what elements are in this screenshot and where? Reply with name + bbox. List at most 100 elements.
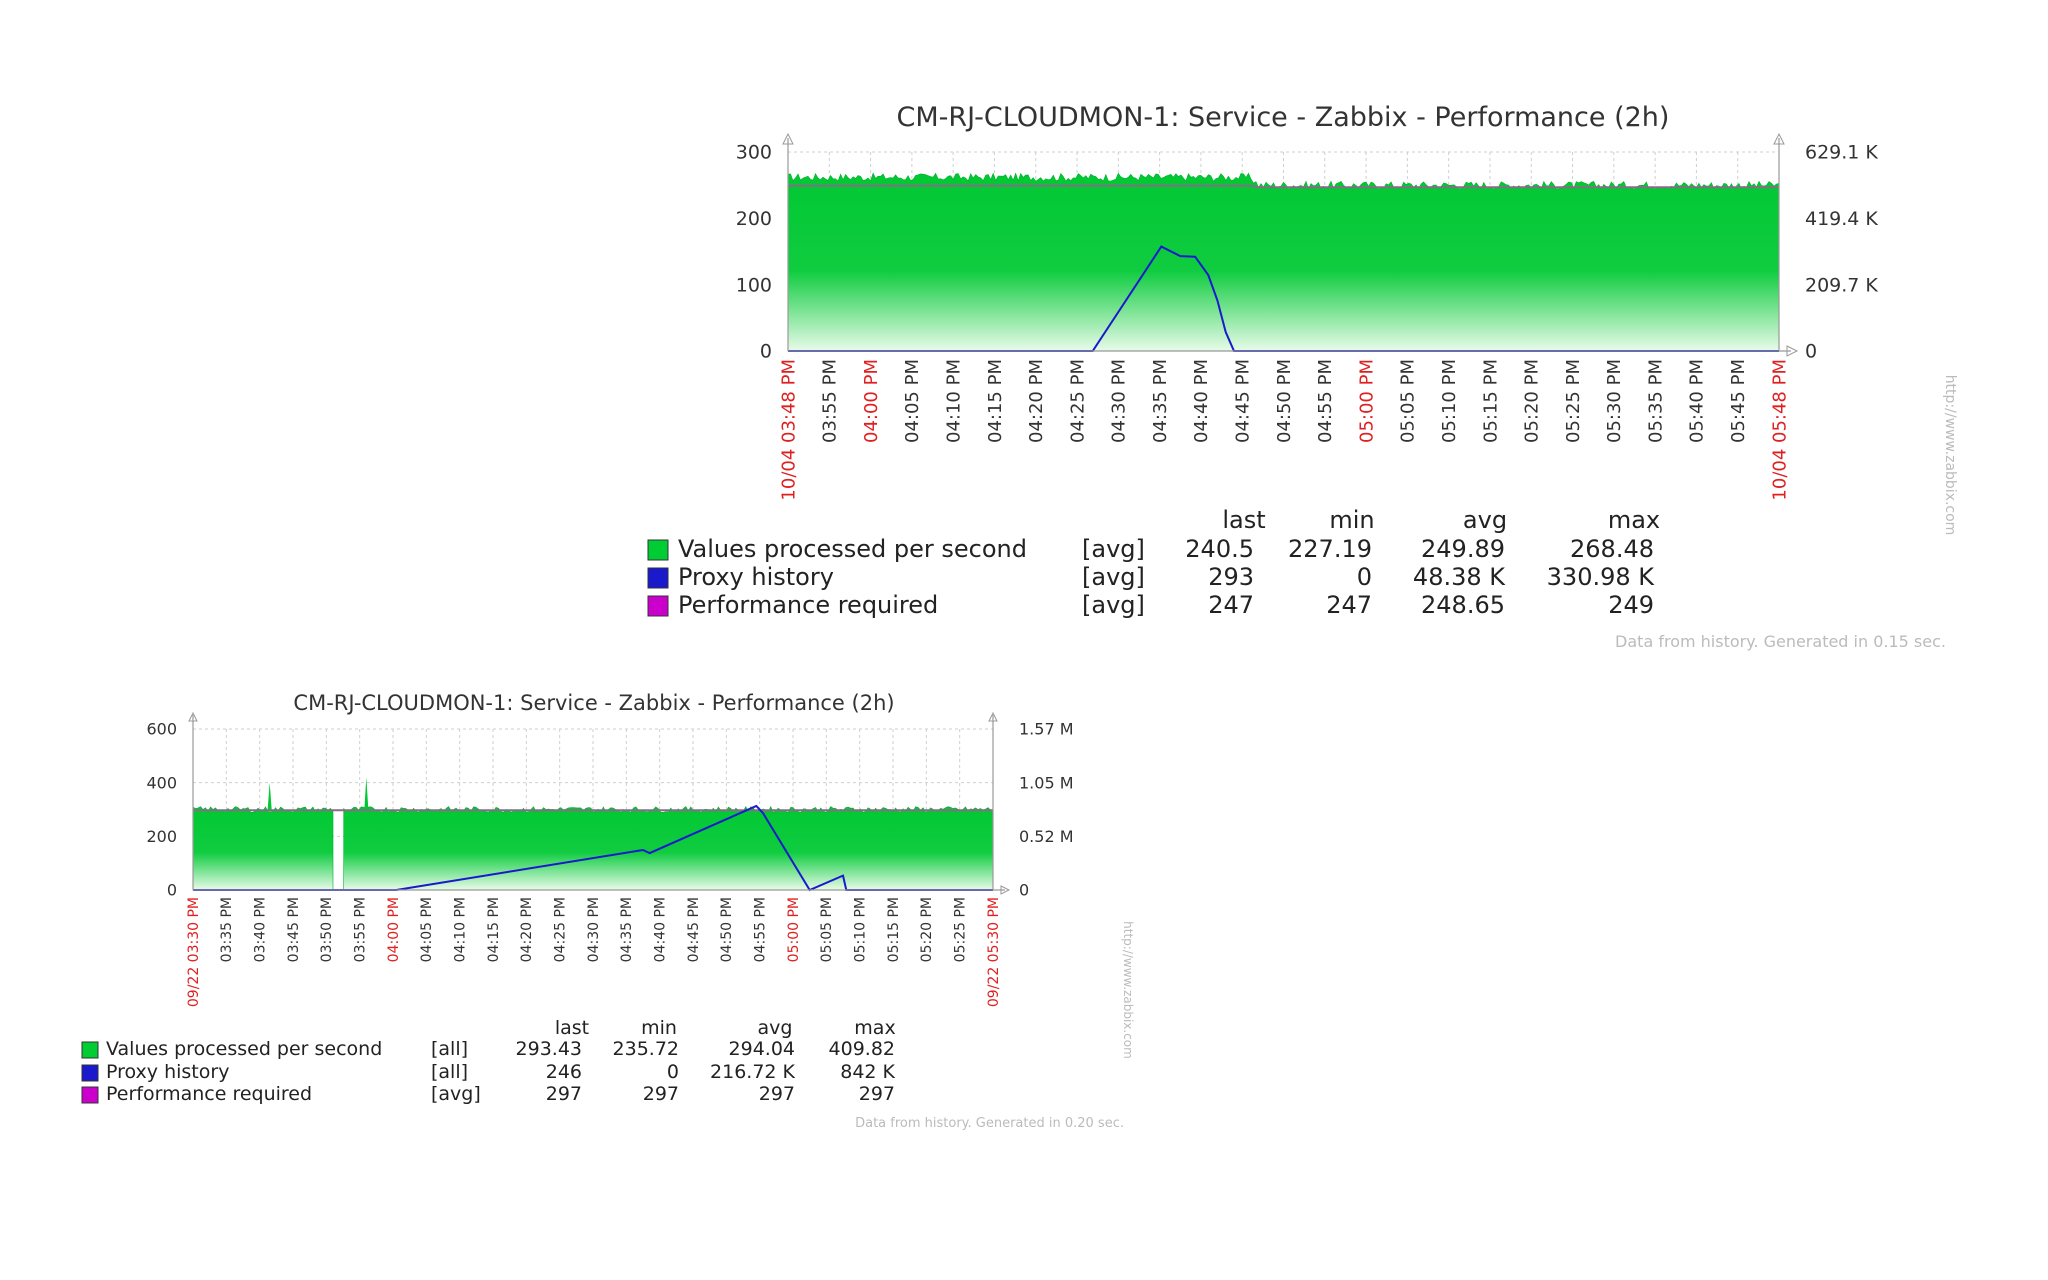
y-tick-left: 100 bbox=[736, 274, 772, 296]
legend-value-avg: 48.38 K bbox=[1413, 563, 1506, 591]
legend-function: [all] bbox=[431, 1061, 468, 1083]
x-tick-label: 04:25 PM bbox=[1067, 359, 1088, 443]
x-tick-label: 04:10 PM bbox=[453, 897, 469, 962]
legend-value-max: 330.98 K bbox=[1547, 563, 1656, 591]
y-tick-left: 300 bbox=[736, 142, 772, 164]
legend-function: [avg] bbox=[1082, 591, 1145, 619]
x-tick-label: 04:30 PM bbox=[586, 897, 602, 962]
x-tick-label: 04:45 PM bbox=[686, 897, 702, 962]
x-tick-label: 05:10 PM bbox=[1439, 359, 1460, 443]
x-tick-label: 04:15 PM bbox=[985, 359, 1006, 443]
x-tick-label: 09/22 03:30 PM bbox=[186, 897, 202, 1007]
legend-value-avg: 249.89 bbox=[1421, 535, 1505, 563]
series-values-processed-area bbox=[192, 806, 334, 891]
y-tick-right: 209.7 K bbox=[1805, 274, 1878, 296]
x-tick-label: 04:50 PM bbox=[1274, 359, 1295, 443]
legend-header: avg bbox=[1463, 506, 1507, 534]
y-tick-right: 1.57 M bbox=[1019, 720, 1074, 739]
legend-value-last: 246 bbox=[546, 1061, 582, 1083]
y-tick-right: 1.05 M bbox=[1019, 773, 1074, 792]
legend-function: [all] bbox=[431, 1038, 468, 1060]
x-tick-label: 04:40 PM bbox=[653, 897, 669, 962]
axis-left-arrow bbox=[188, 711, 198, 722]
y-tick-left: 200 bbox=[736, 208, 772, 230]
x-tick-label: 05:20 PM bbox=[919, 897, 935, 962]
chart-2: CM-RJ-CLOUDMON-1: Service - Zabbix - Per… bbox=[81, 691, 1135, 1131]
y-tick-left: 400 bbox=[146, 773, 177, 792]
x-tick-label: 03:50 PM bbox=[319, 897, 335, 962]
legend-header: last bbox=[555, 1017, 589, 1039]
chart-footer: Data from history. Generated in 0.15 sec… bbox=[1615, 632, 1946, 651]
chart-title: CM-RJ-CLOUDMON-1: Service - Zabbix - Per… bbox=[293, 691, 894, 715]
x-tick-label: 04:20 PM bbox=[519, 897, 535, 962]
x-tick-label: 04:35 PM bbox=[1150, 359, 1171, 443]
x-tick-label: 04:15 PM bbox=[486, 897, 502, 962]
y-tick-left: 600 bbox=[146, 720, 177, 739]
legend-header: max bbox=[854, 1017, 895, 1039]
x-tick-label: 05:40 PM bbox=[1687, 359, 1708, 443]
legend-header: min bbox=[641, 1017, 677, 1039]
legend-value-last: 240.5 bbox=[1185, 535, 1254, 563]
x-tick-label: 04:00 PM bbox=[386, 897, 402, 962]
x-tick-label: 05:25 PM bbox=[953, 897, 969, 962]
series-proxy-history-line bbox=[788, 245, 1779, 352]
x-tick-label: 04:20 PM bbox=[1026, 359, 1047, 443]
legend-series-name: Proxy history bbox=[678, 563, 834, 591]
x-tick-label: 04:50 PM bbox=[719, 897, 735, 962]
legend-swatch bbox=[647, 539, 669, 561]
x-tick-label: 04:30 PM bbox=[1109, 359, 1130, 443]
legend-value-max: 249 bbox=[1608, 591, 1654, 619]
legend-header: last bbox=[1222, 506, 1265, 534]
legend-value-avg: 297 bbox=[759, 1083, 795, 1105]
x-tick-label: 04:55 PM bbox=[1315, 359, 1336, 443]
x-tick-label: 03:40 PM bbox=[253, 897, 269, 962]
legend-series-name: Proxy history bbox=[106, 1061, 229, 1083]
legend-value-avg: 216.72 K bbox=[710, 1061, 796, 1083]
x-tick-label: 04:10 PM bbox=[943, 359, 964, 443]
axis-bottom-arrow bbox=[1000, 885, 1011, 895]
x-tick-label: 05:05 PM bbox=[819, 897, 835, 962]
x-tick-label: 09/22 05:30 PM bbox=[986, 897, 1002, 1007]
x-tick-label: 05:00 PM bbox=[786, 897, 802, 962]
legend-value-min: 297 bbox=[643, 1083, 679, 1105]
legend-value-last: 297 bbox=[546, 1083, 582, 1105]
legend-function: [avg] bbox=[1082, 535, 1145, 563]
series-values-processed-area bbox=[787, 172, 1780, 352]
legend-series-name: Performance required bbox=[106, 1083, 312, 1105]
legend-value-min: 0 bbox=[667, 1061, 679, 1083]
chart-title: CM-RJ-CLOUDMON-1: Service - Zabbix - Per… bbox=[897, 102, 1670, 133]
legend-header: avg bbox=[758, 1017, 793, 1039]
legend-header: min bbox=[1329, 506, 1374, 534]
series-values-spike bbox=[364, 777, 369, 810]
axis-left-arrow bbox=[782, 132, 794, 145]
y-tick-right: 0 bbox=[1019, 881, 1029, 900]
x-tick-label: 04:00 PM bbox=[861, 359, 882, 443]
legend-function: [avg] bbox=[1082, 563, 1145, 591]
x-tick-label: 05:35 PM bbox=[1645, 359, 1666, 443]
x-tick-label: 10/04 03:48 PM bbox=[778, 359, 799, 501]
legend-value-max: 268.48 bbox=[1570, 535, 1654, 563]
axis-bottom-arrow bbox=[1786, 345, 1799, 357]
y-tick-left: 200 bbox=[146, 827, 177, 846]
y-tick-right: 629.1 K bbox=[1805, 142, 1878, 164]
x-tick-label: 05:15 PM bbox=[886, 897, 902, 962]
x-tick-label: 03:55 PM bbox=[820, 359, 841, 443]
x-tick-label: 05:45 PM bbox=[1728, 359, 1749, 443]
legend-value-max: 297 bbox=[859, 1083, 895, 1105]
series-values-spike bbox=[267, 782, 272, 810]
x-tick-label: 05:30 PM bbox=[1604, 359, 1625, 443]
legend-value-min: 235.72 bbox=[613, 1038, 679, 1060]
x-tick-label: 04:25 PM bbox=[553, 897, 569, 962]
legend-value-last: 247 bbox=[1208, 591, 1254, 619]
x-tick-label: 04:40 PM bbox=[1191, 359, 1212, 443]
legend-value-min: 227.19 bbox=[1288, 535, 1372, 563]
x-tick-label: 05:20 PM bbox=[1522, 359, 1543, 443]
legend-swatch bbox=[81, 1041, 99, 1059]
legend-series-name: Performance required bbox=[678, 591, 938, 619]
legend-value-max: 409.82 bbox=[829, 1038, 895, 1060]
x-tick-label: 05:00 PM bbox=[1356, 359, 1377, 443]
x-tick-label: 04:55 PM bbox=[753, 897, 769, 962]
y-tick-right: 419.4 K bbox=[1805, 208, 1878, 230]
y-tick-right: 0.52 M bbox=[1019, 827, 1074, 846]
